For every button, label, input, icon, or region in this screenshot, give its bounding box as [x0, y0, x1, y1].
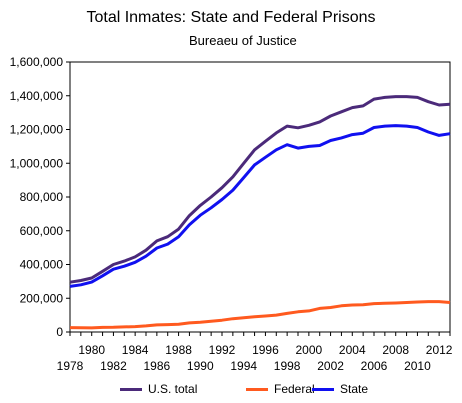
x-tick-label: 1988	[165, 343, 192, 357]
x-tick-label: 2004	[339, 343, 366, 357]
series-line-state	[69, 124, 451, 288]
x-tick-label: 1992	[209, 343, 236, 357]
legend-label: Federal	[274, 382, 315, 396]
x-tick-label: 1986	[144, 359, 171, 373]
chart-title: Total Inmates: State and Federal Prisons	[86, 9, 376, 26]
legend-label: U.S. total	[148, 382, 198, 396]
legend-swatch	[246, 387, 268, 391]
x-tick-label: 1994	[230, 359, 257, 373]
y-tick-label: 1,200,000	[10, 123, 64, 137]
y-tick-label: 400,000	[20, 258, 64, 272]
x-axis: 1980 1984 1988 1992 1996 2000 2004 2008 2012 1978…	[57, 332, 453, 373]
x-tick-label: 2012	[426, 343, 453, 357]
x-tick-label: 1990	[187, 359, 214, 373]
x-tick-label: 2000	[296, 343, 323, 357]
x-tick-label: 2010	[404, 359, 431, 373]
y-tick-label: 600,000	[20, 224, 64, 238]
x-tick-label: 2008	[382, 343, 409, 357]
x-tick-label: 1998	[274, 359, 301, 373]
y-axis: 0 200,000 400,000 600,000 800,000 1,000,000 1,…	[10, 55, 70, 339]
x-tick-label: 2006	[361, 359, 388, 373]
x-tick-label: 1996	[252, 343, 279, 357]
y-tick-label: 0	[56, 325, 63, 339]
legend-item: Federal	[246, 379, 315, 399]
x-tick-label: 1982	[100, 359, 127, 373]
legend-swatch	[120, 387, 142, 391]
series-lines	[69, 95, 451, 330]
legend-item: U.S. total	[120, 379, 197, 399]
chart-subtitle: Bureaeu of Justice	[189, 33, 297, 48]
y-tick-label: 1,600,000	[10, 55, 64, 69]
legend-label: State	[340, 382, 369, 396]
x-tick-label: 1980	[78, 343, 105, 357]
y-tick-label: 1,000,000	[10, 156, 64, 170]
x-tick-label: 2002	[317, 359, 344, 373]
plot-area-frame	[69, 61, 451, 333]
x-tick-label: 1978	[57, 359, 84, 373]
legend-item: State	[312, 379, 368, 399]
series-line-federal	[69, 300, 451, 330]
legend-swatch	[312, 387, 334, 391]
x-tick-label: 1984	[122, 343, 149, 357]
legend: U.S. total Federal State	[0, 379, 462, 399]
y-tick-label: 1,400,000	[10, 89, 64, 103]
y-tick-label: 800,000	[20, 190, 64, 204]
y-tick-label: 200,000	[20, 291, 64, 305]
series-line-u-s-total	[69, 95, 451, 284]
